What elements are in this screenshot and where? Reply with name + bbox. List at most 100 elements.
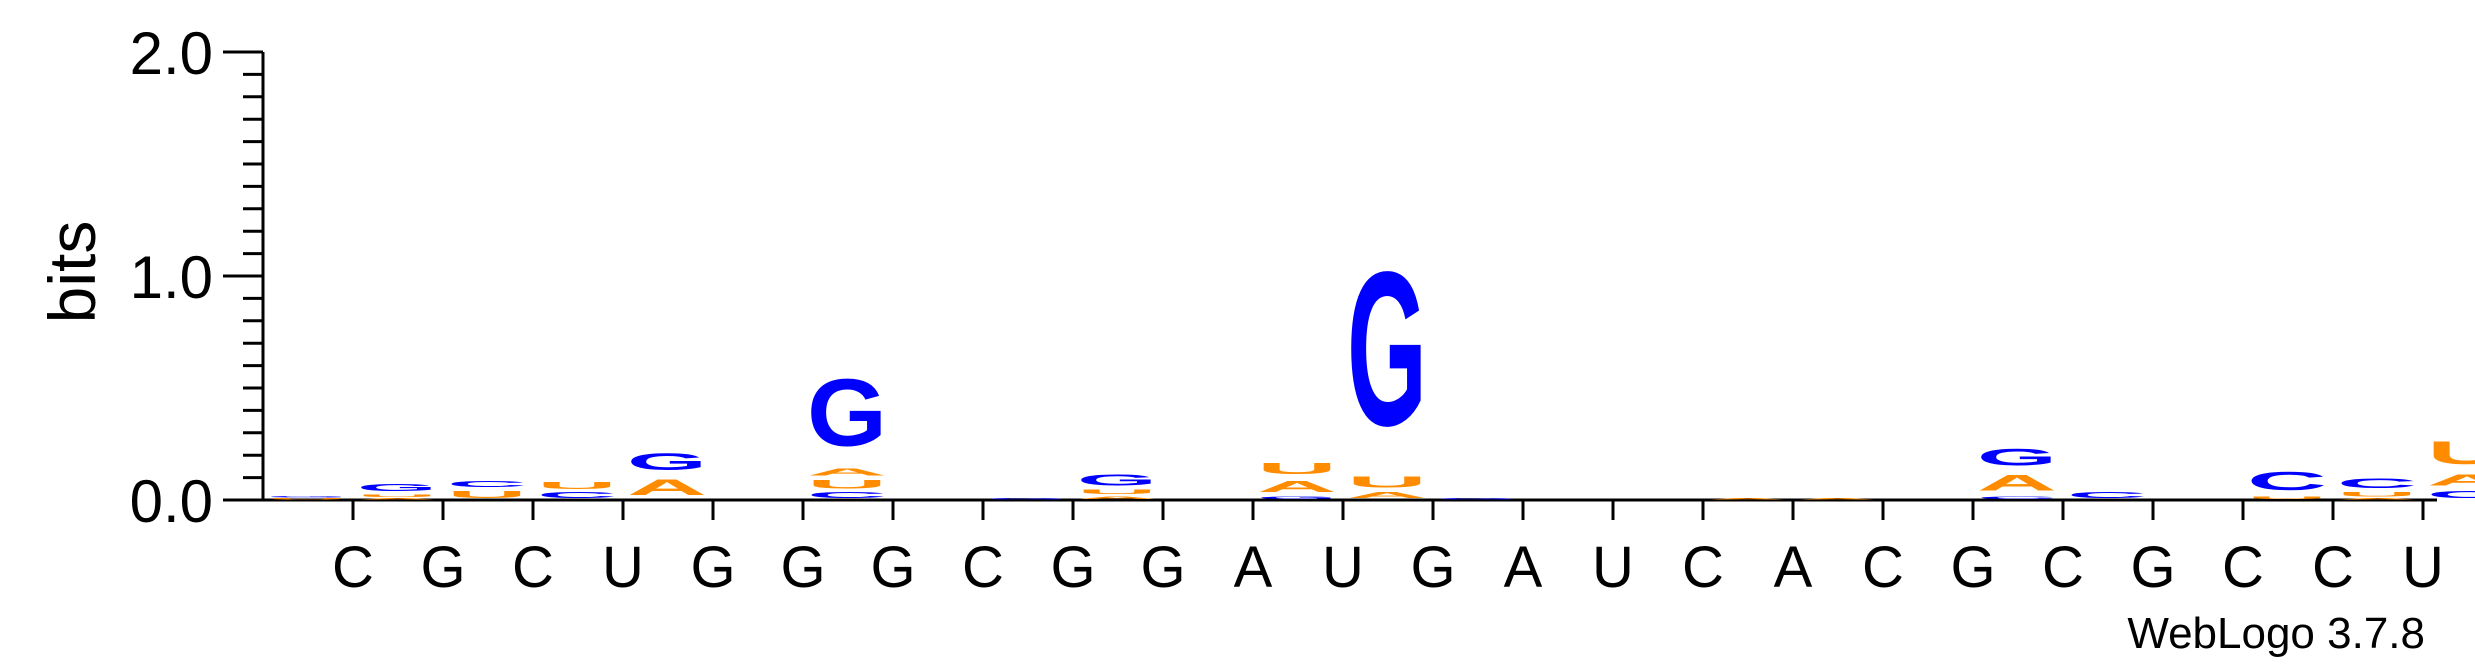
x-tick-label: C <box>512 535 554 600</box>
logo-glyph: G <box>1347 227 1427 472</box>
x-tick-label: A <box>1774 535 1813 600</box>
logo-letter-G: G <box>807 359 887 466</box>
x-tick-label: A <box>1234 535 1273 600</box>
logo-letter-G: G <box>1437 498 1517 500</box>
x-tick-label: G <box>690 535 735 600</box>
logo-glyph: U <box>537 480 617 491</box>
logo-glyph: U <box>357 493 437 497</box>
logo-glyph: A <box>1347 491 1427 500</box>
logo-glyph: C <box>537 491 617 500</box>
y-axis: 0.0 1.0 2.0 <box>130 20 265 535</box>
y-axis-label: bits <box>35 221 109 324</box>
weblogo-version-label: WebLogo 3.7.8 <box>2127 609 2425 658</box>
x-tick-label: C <box>332 535 374 600</box>
logo-letter-U: U <box>2427 435 2475 471</box>
logo-letter-G: G <box>1077 471 1157 489</box>
logo-letter-A: A <box>1707 498 1787 500</box>
logo-letter-G: G <box>267 496 347 498</box>
x-tick-label: G <box>2130 535 2175 600</box>
logo-glyph: U <box>2247 495 2327 499</box>
x-tick-label: G <box>780 535 825 600</box>
logo-glyph: G <box>1437 498 1517 500</box>
x-tick-label: A <box>1504 535 1543 600</box>
logo-stacks: UGAUGUCCUAGCUAGGAUGGAUAUGGAACAGCUCAUCCAU <box>267 227 2475 500</box>
x-tick-label: C <box>1682 535 1724 600</box>
x-tick-label: U <box>602 535 644 600</box>
y-tick-label: 2.0 <box>130 20 213 87</box>
x-tick-label: G <box>1410 535 1455 600</box>
logo-letter-G: G <box>1257 496 1337 500</box>
logo-letter-G: G <box>987 498 1067 500</box>
logo-glyph: A <box>807 466 887 477</box>
y-tick-label: 1.0 <box>130 244 213 311</box>
logo-letter-A: A <box>1977 471 2057 496</box>
x-tick-label: G <box>1050 535 1095 600</box>
logo-glyph: G <box>627 448 707 475</box>
logo-letter-A: A <box>357 498 437 500</box>
logo-glyph: A <box>2337 498 2417 500</box>
x-tick-label: U <box>1592 535 1634 600</box>
logo-letter-G: G <box>1347 227 1427 472</box>
logo-letter-A: A <box>1797 498 1877 500</box>
logo-glyph: C <box>807 491 887 500</box>
logo-glyph: U <box>2427 435 2475 471</box>
y-tick-label: 0.0 <box>130 468 213 535</box>
logo-letter-G: G <box>1977 444 2057 471</box>
logo-glyph: U <box>807 478 887 491</box>
logo-letter-A: A <box>2337 498 2417 500</box>
logo-letter-A: A <box>2427 471 2475 489</box>
logo-glyph: U <box>1347 473 1427 491</box>
logo-letter-U: U <box>2337 491 2417 498</box>
logo-letter-U: U <box>1257 460 1337 478</box>
logo-glyph: G <box>1257 496 1337 500</box>
logo-letter-U: U <box>1077 489 1157 496</box>
logo-letter-C: C <box>807 491 887 500</box>
logo-glyph: G <box>987 498 1067 500</box>
logo-letter-U: U <box>537 480 617 491</box>
logo-letter-A: A <box>1347 491 1427 500</box>
logo-glyph: G <box>1077 471 1157 489</box>
logo-glyph: C <box>1977 495 2057 499</box>
x-tick-label: G <box>420 535 465 600</box>
logo-letter-C: C <box>2427 489 2475 500</box>
logo-letter-C: C <box>1977 495 2057 499</box>
x-tick-label: C <box>2312 535 2354 600</box>
logo-glyph: U <box>447 489 527 500</box>
logo-letter-U: U <box>357 493 437 497</box>
logo-letter-U: U <box>267 498 347 500</box>
x-tick-label: G <box>1140 535 1185 600</box>
logo-letter-G: G <box>627 448 707 475</box>
x-tick-label: C <box>2222 535 2264 600</box>
logo-glyph: G <box>267 496 347 498</box>
logo-letter-A: A <box>1077 495 1157 499</box>
logo-glyph: C <box>2067 491 2147 500</box>
x-tick-label: U <box>2402 535 2444 600</box>
x-tick-label: C <box>2042 535 2084 600</box>
logo-glyph: A <box>357 498 437 500</box>
logo-letter-A: A <box>807 466 887 477</box>
logo-glyph: A <box>2427 471 2475 489</box>
logo-glyph: A <box>1077 495 1157 499</box>
logo-letter-C: C <box>2067 491 2147 500</box>
x-tick-label: C <box>1862 535 1904 600</box>
x-tick-label: U <box>1322 535 1364 600</box>
logo-glyph: C <box>2427 489 2475 500</box>
logo-glyph: G <box>807 359 887 466</box>
logo-glyph: C <box>2247 467 2327 496</box>
logo-letter-C: C <box>2247 467 2327 496</box>
logo-letter-U: U <box>2247 495 2327 499</box>
logo-glyph: A <box>627 475 707 500</box>
logo-glyph: A <box>1977 471 2057 496</box>
logo-glyph: U <box>1077 489 1157 496</box>
logo-glyph: U <box>1257 460 1337 478</box>
logo-glyph: G <box>357 482 437 493</box>
logo-letter-U: U <box>447 489 527 500</box>
logo-glyph: A <box>1707 498 1787 500</box>
logo-glyph: C <box>2337 475 2417 491</box>
logo-letter-A: A <box>627 475 707 500</box>
logo-glyph: A <box>1797 498 1877 500</box>
logo-letter-U: U <box>1347 473 1427 491</box>
x-tick-label: G <box>870 535 915 600</box>
